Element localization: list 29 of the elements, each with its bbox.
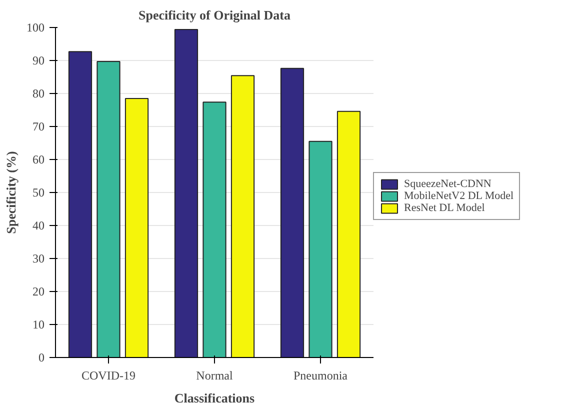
bar (336, 110, 361, 358)
y-tick-label: 30 (32, 252, 44, 266)
legend-label: MobileNetV2 DL Model (404, 190, 514, 202)
bar (202, 102, 226, 358)
y-tick-label: 70 (32, 120, 44, 134)
bar (124, 98, 149, 358)
x-tick-label: Pneumonia (294, 368, 348, 382)
chart-title: Specificity of Original Data (138, 8, 292, 22)
y-tick-label: 40 (32, 218, 44, 232)
bar (68, 51, 92, 358)
bar (230, 75, 255, 358)
y-tick-label: 80 (32, 86, 44, 100)
y-axis-title: Specificity (%) (4, 151, 18, 234)
y-tick-label: 90 (32, 54, 44, 68)
bar (174, 28, 198, 358)
x-tick-label: COVID-19 (82, 368, 136, 382)
bar (280, 68, 304, 358)
bar (96, 60, 120, 358)
y-tick-label: 20 (32, 284, 44, 298)
legend-label: SqueezeNet-CDNN (404, 178, 492, 190)
y-tick-label: 10 (32, 318, 44, 332)
y-tick-label: 50 (32, 186, 44, 200)
x-tick-label: Normal (196, 368, 234, 382)
y-tick-label: 0 (38, 350, 44, 364)
legend-label: ResNet DL Model (404, 202, 485, 214)
y-tick-label: 100 (26, 20, 44, 34)
x-axis-title: Classifications (174, 390, 255, 406)
y-tick-label: 60 (32, 152, 44, 166)
bar (308, 140, 332, 358)
